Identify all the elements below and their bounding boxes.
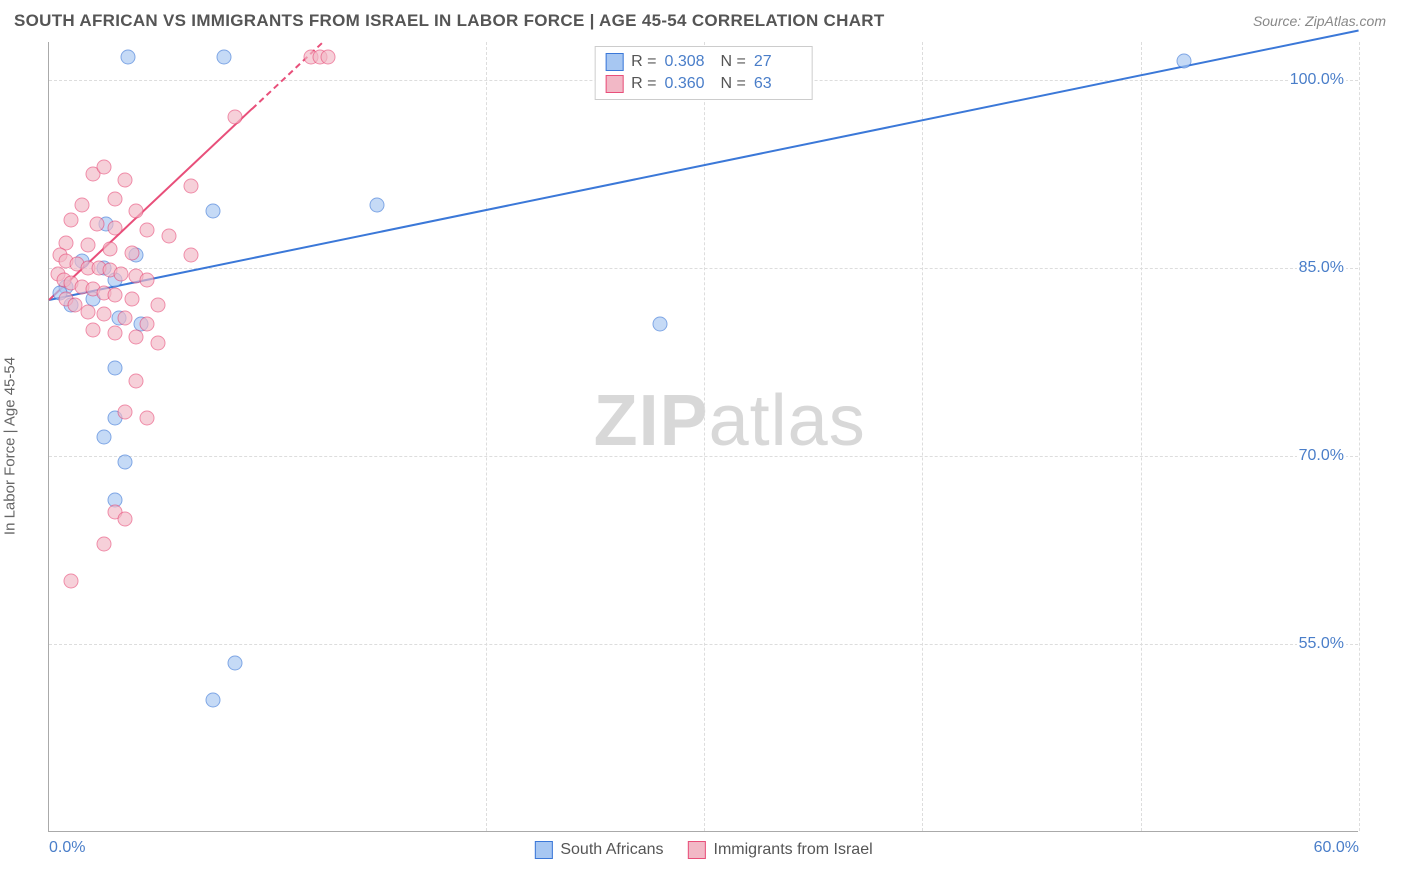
legend-row-sa: R = 0.308 N = 27	[605, 51, 802, 73]
data-point	[1177, 53, 1192, 68]
data-point	[140, 273, 155, 288]
data-point	[321, 50, 336, 65]
data-point	[151, 298, 166, 313]
data-point	[124, 245, 139, 260]
data-point	[120, 50, 135, 65]
watermark-atlas: atlas	[709, 381, 866, 461]
swatch-sa	[605, 53, 623, 71]
legend-row-il: R = 0.360 N = 63	[605, 73, 802, 95]
data-point	[85, 323, 100, 338]
r-value-il: 0.360	[665, 75, 713, 93]
data-point	[227, 655, 242, 670]
xtick-label: 0.0%	[49, 839, 85, 857]
data-point	[96, 307, 111, 322]
data-point	[140, 411, 155, 426]
gridline-v	[486, 42, 487, 831]
chart-plot-area: ZIPatlas R = 0.308 N = 27 R = 0.360 N = …	[48, 42, 1358, 832]
data-point	[140, 223, 155, 238]
ytick-label: 85.0%	[1297, 259, 1346, 277]
data-point	[118, 172, 133, 187]
ytick-label: 55.0%	[1297, 635, 1346, 653]
data-point	[103, 241, 118, 256]
xtick-label: 60.0%	[1314, 839, 1359, 857]
data-point	[227, 110, 242, 125]
legend-label-il: Immigrants from Israel	[714, 841, 873, 859]
data-point	[114, 266, 129, 281]
data-point	[107, 191, 122, 206]
data-point	[118, 511, 133, 526]
yaxis-title: In Labor Force | Age 45-54	[2, 357, 19, 535]
data-point	[118, 310, 133, 325]
watermark: ZIPatlas	[594, 380, 866, 462]
r-label: R =	[631, 53, 656, 71]
data-point	[118, 455, 133, 470]
data-point	[90, 216, 105, 231]
chart-header: SOUTH AFRICAN VS IMMIGRANTS FROM ISRAEL …	[0, 0, 1406, 42]
data-point	[96, 536, 111, 551]
ytick-label: 100.0%	[1288, 71, 1346, 89]
data-point	[151, 335, 166, 350]
n-value-sa: 27	[754, 53, 802, 71]
data-point	[129, 204, 144, 219]
data-point	[205, 693, 220, 708]
data-point	[107, 220, 122, 235]
gridline-v	[922, 42, 923, 831]
legend-item-sa: South Africans	[534, 841, 663, 859]
data-point	[183, 179, 198, 194]
data-point	[183, 248, 198, 263]
data-point	[124, 292, 139, 307]
data-point	[118, 404, 133, 419]
gridline-v	[1141, 42, 1142, 831]
data-point	[107, 361, 122, 376]
legend-label-sa: South Africans	[560, 841, 663, 859]
n-label: N =	[721, 75, 746, 93]
n-value-il: 63	[754, 75, 802, 93]
data-point	[129, 329, 144, 344]
data-point	[81, 304, 96, 319]
swatch-il	[605, 75, 623, 93]
swatch-sa-icon	[534, 841, 552, 859]
chart-title: SOUTH AFRICAN VS IMMIGRANTS FROM ISRAEL …	[14, 11, 885, 31]
legend-item-il: Immigrants from Israel	[688, 841, 873, 859]
ytick-label: 70.0%	[1297, 447, 1346, 465]
series-legend: South Africans Immigrants from Israel	[534, 841, 872, 859]
data-point	[63, 213, 78, 228]
n-label: N =	[721, 53, 746, 71]
data-point	[369, 198, 384, 213]
correlation-legend: R = 0.308 N = 27 R = 0.360 N = 63	[594, 46, 813, 100]
data-point	[81, 238, 96, 253]
data-point	[107, 325, 122, 340]
data-point	[162, 229, 177, 244]
source-label: Source: ZipAtlas.com	[1253, 13, 1386, 29]
data-point	[129, 373, 144, 388]
r-value-sa: 0.308	[665, 53, 713, 71]
data-point	[140, 317, 155, 332]
data-point	[216, 50, 231, 65]
data-point	[96, 160, 111, 175]
r-label: R =	[631, 75, 656, 93]
data-point	[107, 288, 122, 303]
gridline-v	[704, 42, 705, 831]
data-point	[96, 430, 111, 445]
watermark-zip: ZIP	[594, 381, 709, 461]
data-point	[653, 317, 668, 332]
gridline-v	[1359, 42, 1360, 831]
data-point	[205, 204, 220, 219]
data-point	[74, 198, 89, 213]
data-point	[63, 574, 78, 589]
swatch-il-icon	[688, 841, 706, 859]
